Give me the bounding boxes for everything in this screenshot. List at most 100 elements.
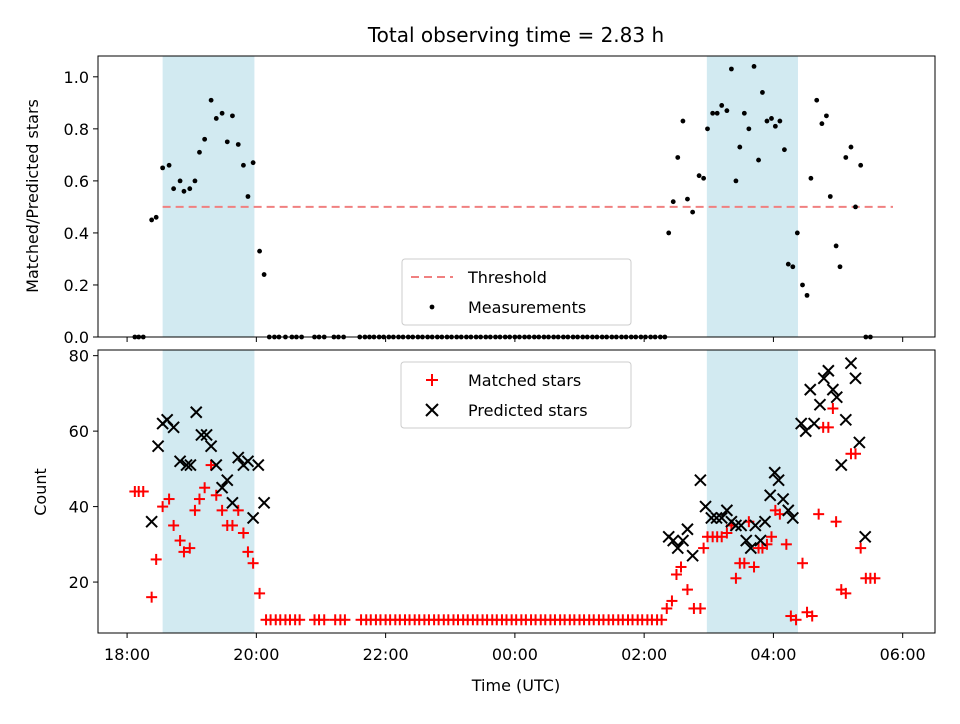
matched-star-marker <box>157 501 169 513</box>
matched-star-marker <box>675 561 687 573</box>
y-tick-label: 40 <box>69 498 89 517</box>
legend-measurements-label: Measurements <box>468 298 586 317</box>
measurement-point <box>824 113 829 119</box>
shaded-region <box>162 350 255 633</box>
predicted-star-marker <box>221 473 234 487</box>
measurement-point <box>261 272 267 277</box>
y-tick-label: 0.2 <box>64 276 89 295</box>
predicted-star-marker <box>215 481 229 494</box>
matched-star-marker <box>738 557 750 569</box>
measurement-point <box>685 196 690 202</box>
ratio-panel: 0.0 0.2 0.4 0.6 0.8 1.0 Total observing time … <box>23 23 936 347</box>
measurement-point <box>814 97 820 103</box>
predicted-star-marker <box>676 534 690 547</box>
predicted-star-marker <box>720 504 734 517</box>
measurement-point <box>213 116 219 121</box>
matched-star-marker <box>721 527 733 539</box>
matched-star-marker <box>694 602 706 614</box>
shaded-region <box>706 56 798 337</box>
measurement-point <box>808 175 814 181</box>
matched-star-marker <box>869 572 881 584</box>
measurement-point <box>833 243 839 249</box>
measurement-point <box>746 126 752 132</box>
predicted-star-marker <box>167 421 180 434</box>
measurement-point <box>733 178 739 184</box>
measurement-point <box>790 264 796 270</box>
predicted-star-marker <box>190 406 203 419</box>
matched-star-marker <box>210 489 222 501</box>
predicted-star-marker <box>826 383 840 396</box>
measurement-point <box>666 230 672 236</box>
matched-star-marker <box>174 535 186 547</box>
predicted-star-marker <box>830 390 843 404</box>
bottom-axes-frame <box>97 349 936 634</box>
x-tick-label: 22:00 <box>363 645 409 664</box>
measurement-point <box>782 147 787 153</box>
legend-threshold-label: Threshold <box>467 268 547 287</box>
legend-matched-swatch <box>426 374 438 386</box>
predicted-star-marker <box>226 496 239 510</box>
matched-star-marker <box>797 557 809 569</box>
predicted-star-marker <box>204 440 218 453</box>
measurement-point <box>837 264 843 270</box>
predicted-star-marker <box>694 473 707 487</box>
matched-star-marker <box>237 527 249 539</box>
legend-predicted-swatch <box>425 403 439 417</box>
legend-measurements-swatch <box>429 304 435 310</box>
predicted-star-marker <box>849 372 862 385</box>
measurement-point <box>208 97 214 103</box>
measurement-point <box>219 110 225 116</box>
matched-star-marker <box>813 508 825 520</box>
matched-star-marker <box>339 614 351 626</box>
measurement-point <box>819 121 825 127</box>
chart-title: Total observing time = 2.83 h <box>367 23 664 47</box>
y-tick-label: 0.4 <box>64 224 89 243</box>
x-tick-label: 02:00 <box>621 645 667 664</box>
measurement-point <box>714 110 720 116</box>
matched-star-marker <box>670 569 682 581</box>
measurement-point <box>804 292 810 298</box>
measurement-point <box>224 139 230 145</box>
y-tick-label: 0.6 <box>64 172 89 191</box>
predicted-star-marker <box>184 458 197 472</box>
matched-star-marker <box>193 493 205 505</box>
predicted-star-marker <box>749 519 762 532</box>
measurement-point <box>245 194 251 199</box>
top-axes-frame <box>97 55 936 338</box>
predicted-star-marker <box>772 473 785 487</box>
predicted-star-marker <box>252 458 265 472</box>
measurement-point <box>675 155 681 160</box>
measurement-point <box>729 66 734 72</box>
top-legend: Threshold Measurements <box>401 258 632 326</box>
predicted-star-marker <box>710 511 723 525</box>
x-tick-label: 18:00 <box>104 645 150 664</box>
measurement-point <box>696 173 702 179</box>
measurement-point <box>690 209 696 215</box>
matched-star-marker <box>850 448 862 460</box>
measurement-point <box>710 110 716 116</box>
matched-star-marker <box>855 542 867 554</box>
measurement-point <box>853 204 858 210</box>
measurement-point <box>794 230 800 236</box>
y-tick-label: 20 <box>69 573 89 592</box>
top-y-ticks: 0.0 0.2 0.4 0.6 0.8 1.0 <box>64 68 98 347</box>
shaded-region <box>706 350 798 633</box>
matched-star-marker <box>146 591 158 603</box>
predicted-star-marker <box>705 511 718 525</box>
matched-star-marker <box>780 538 792 550</box>
predicted-star-marker <box>817 372 831 385</box>
measurement-point <box>760 90 765 95</box>
y-tick-label: 80 <box>69 347 89 366</box>
predicted-star-marker <box>822 364 835 377</box>
predicted-star-marker <box>715 511 728 525</box>
matched-star-marker <box>666 595 678 607</box>
measurement-point <box>235 142 241 147</box>
measurement-point <box>769 116 774 121</box>
measurement-point <box>772 123 778 129</box>
matched-star-marker <box>205 459 217 471</box>
measurement-point <box>701 175 707 181</box>
predicted-star-marker <box>195 428 208 442</box>
matched-star-marker <box>242 546 254 558</box>
matched-star-marker <box>226 519 238 531</box>
